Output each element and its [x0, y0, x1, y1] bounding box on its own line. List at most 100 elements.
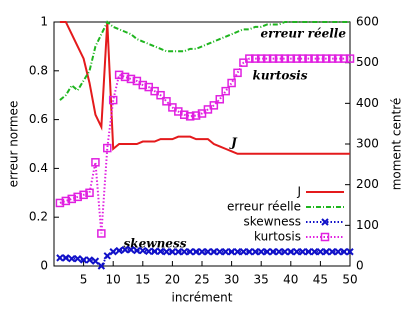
- annotation: kurtosis: [253, 69, 308, 83]
- point: [103, 252, 111, 260]
- point: [251, 248, 259, 256]
- point: [287, 248, 295, 256]
- point: [156, 247, 165, 256]
- point: [310, 248, 319, 256]
- point: [334, 248, 342, 256]
- x-tick-label: 35: [254, 273, 269, 287]
- point: [73, 192, 82, 202]
- series-line: [59, 21, 350, 155]
- point: [268, 54, 278, 63]
- point: [274, 54, 284, 63]
- y2-tick-label: 0: [356, 259, 364, 273]
- point: [85, 188, 94, 198]
- legend-marker: [321, 218, 329, 226]
- annotation: J: [229, 136, 238, 150]
- point: [293, 248, 301, 256]
- point: [227, 78, 236, 88]
- point: [310, 54, 319, 63]
- point: [340, 248, 348, 256]
- point: [233, 68, 242, 78]
- point: [115, 246, 123, 255]
- point: [316, 248, 325, 256]
- point: [185, 112, 195, 121]
- point: [245, 54, 254, 63]
- annotation: skewness: [124, 237, 187, 251]
- y2-tick-label: 200: [356, 177, 379, 191]
- x-tick-label: 40: [283, 273, 298, 287]
- point: [322, 248, 331, 256]
- point: [180, 248, 188, 256]
- point: [109, 248, 117, 256]
- y-tick-label: 0.4: [29, 161, 48, 175]
- point: [91, 158, 100, 167]
- point: [55, 198, 65, 208]
- point: [256, 54, 266, 63]
- point: [85, 256, 94, 264]
- point: [251, 54, 260, 63]
- point: [322, 54, 331, 63]
- point: [346, 248, 354, 256]
- point: [139, 246, 147, 255]
- point: [133, 246, 141, 255]
- x-tick-label: 50: [342, 273, 357, 287]
- point: [186, 248, 194, 256]
- point: [126, 74, 136, 84]
- y2-tick-label: 100: [356, 218, 379, 232]
- point: [103, 143, 112, 153]
- point: [239, 248, 248, 256]
- point: [328, 248, 336, 256]
- point: [127, 246, 135, 254]
- point: [245, 248, 254, 256]
- annotation: erreur réelle: [261, 27, 347, 41]
- point: [233, 248, 242, 256]
- point: [215, 95, 225, 104]
- point: [108, 95, 118, 105]
- point: [179, 110, 189, 119]
- point: [286, 54, 296, 63]
- legend-marker: [320, 232, 330, 242]
- point: [227, 248, 236, 256]
- point: [262, 54, 272, 63]
- point: [121, 246, 129, 254]
- legend-label: erreur réelle: [227, 200, 301, 214]
- point: [73, 254, 82, 263]
- point: [61, 196, 71, 206]
- point: [114, 70, 124, 80]
- x-tick-label: 45: [313, 273, 328, 287]
- point: [91, 257, 100, 265]
- point: [156, 90, 165, 100]
- point: [204, 248, 212, 256]
- point: [280, 54, 290, 63]
- point: [304, 248, 313, 256]
- series-line: [59, 20, 350, 101]
- y-tick-label: 1: [40, 15, 48, 29]
- y2-tick-label: 500: [356, 55, 379, 69]
- y2-tick-label: 600: [356, 15, 379, 29]
- point: [316, 54, 325, 63]
- y-axis-label: erreur normee: [7, 101, 21, 188]
- point: [327, 54, 337, 63]
- y2-tick-label: 300: [356, 137, 379, 151]
- point: [281, 248, 289, 256]
- point: [257, 248, 265, 256]
- point: [79, 256, 88, 264]
- point: [221, 248, 230, 256]
- point: [56, 254, 64, 262]
- legend-label: J: [296, 185, 301, 199]
- y2-tick-label: 400: [356, 96, 379, 110]
- point: [263, 248, 271, 256]
- legend-label: skewness: [244, 215, 301, 229]
- point: [210, 248, 218, 256]
- y-tick-label: 0.2: [29, 210, 48, 224]
- point: [67, 194, 77, 204]
- point: [79, 190, 88, 200]
- point: [339, 54, 349, 63]
- point: [97, 229, 106, 238]
- point: [275, 248, 283, 256]
- point: [192, 248, 200, 256]
- y-tick-label: 0: [40, 259, 48, 273]
- y-tick-label: 0.6: [29, 112, 48, 126]
- point: [298, 248, 307, 256]
- point: [162, 97, 171, 106]
- point: [216, 248, 224, 256]
